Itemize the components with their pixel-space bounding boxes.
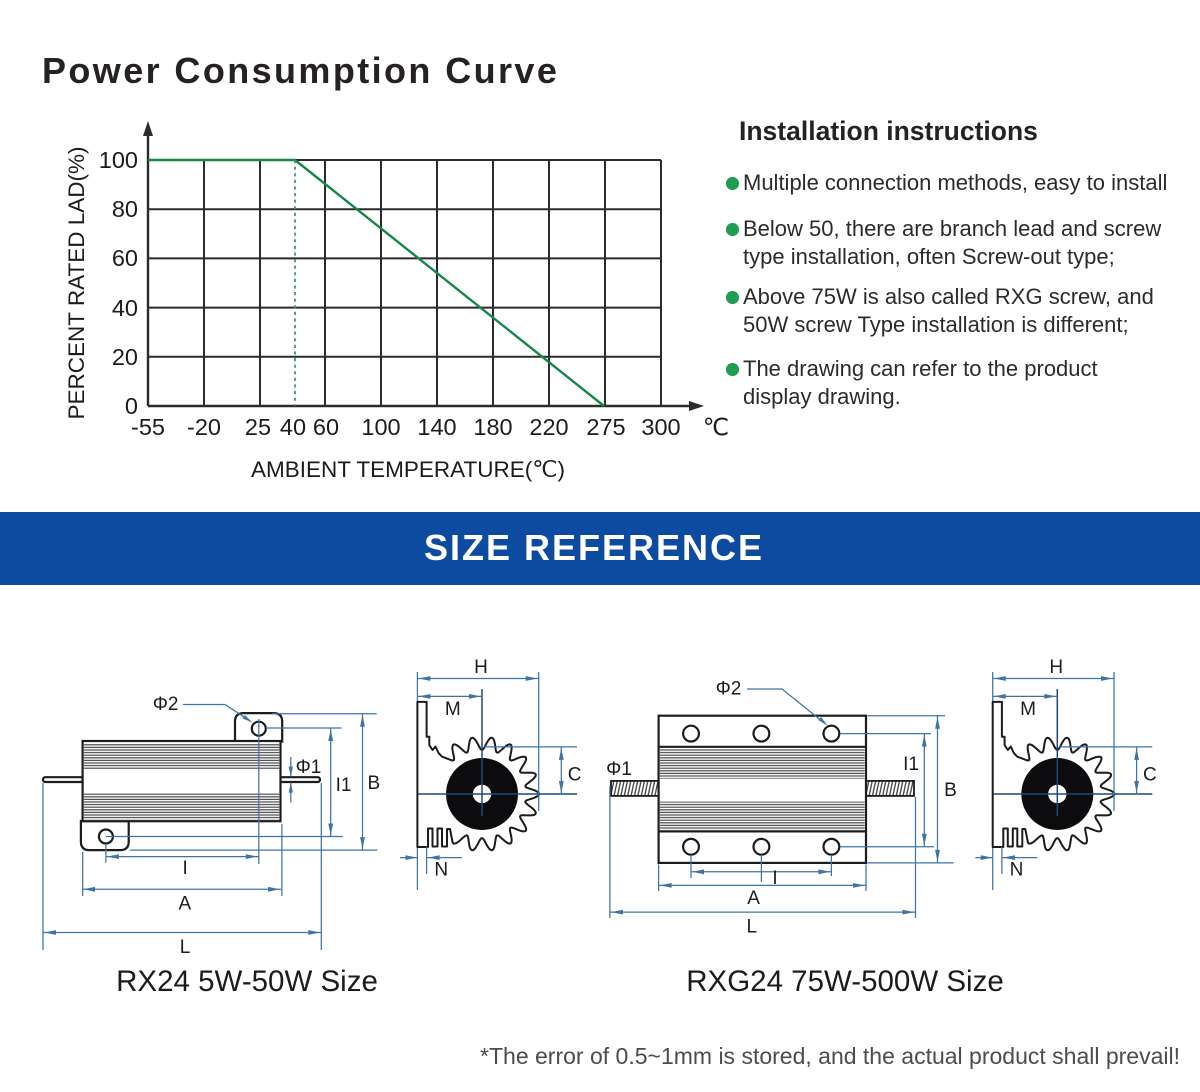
svg-text:℃: ℃ [703,414,729,440]
svg-text:220: 220 [529,414,568,440]
svg-text:B: B [944,780,957,801]
svg-text:B: B [367,773,380,794]
svg-text:AMBIENT TEMPERATURE(℃): AMBIENT TEMPERATURE(℃) [251,457,565,482]
svg-text:I: I [772,868,777,889]
svg-text:Φ1: Φ1 [606,759,632,780]
svg-text:N: N [434,860,448,881]
svg-text:Φ1: Φ1 [296,757,322,778]
svg-text:A: A [747,888,760,909]
svg-text:300: 300 [641,414,680,440]
svg-text:A: A [178,894,191,915]
svg-text:-20: -20 [187,414,221,440]
svg-text:40: 40 [280,414,306,440]
svg-text:140: 140 [417,414,456,440]
svg-text:275: 275 [586,414,625,440]
svg-text:L: L [747,917,758,938]
svg-text:PERCENT RATED LAD(%): PERCENT RATED LAD(%) [64,147,89,420]
svg-text:I1: I1 [336,775,352,796]
svg-text:100: 100 [361,414,400,440]
svg-text:L: L [180,937,191,958]
svg-text:Φ2: Φ2 [716,679,742,700]
svg-text:M: M [445,699,461,720]
svg-text:I1: I1 [903,754,919,775]
svg-text:80: 80 [112,196,138,222]
svg-text:40: 40 [112,295,138,321]
svg-text:20: 20 [112,344,138,370]
svg-text:C: C [568,765,582,786]
svg-text:180: 180 [473,414,512,440]
svg-text:100: 100 [99,147,138,173]
svg-text:-55: -55 [131,414,165,440]
svg-text:60: 60 [112,245,138,271]
svg-text:0: 0 [125,393,138,419]
svg-text:Φ2: Φ2 [153,694,179,715]
svg-text:25: 25 [245,414,271,440]
svg-text:I: I [182,858,187,879]
svg-text:60: 60 [313,414,339,440]
svg-text:H: H [474,657,488,678]
